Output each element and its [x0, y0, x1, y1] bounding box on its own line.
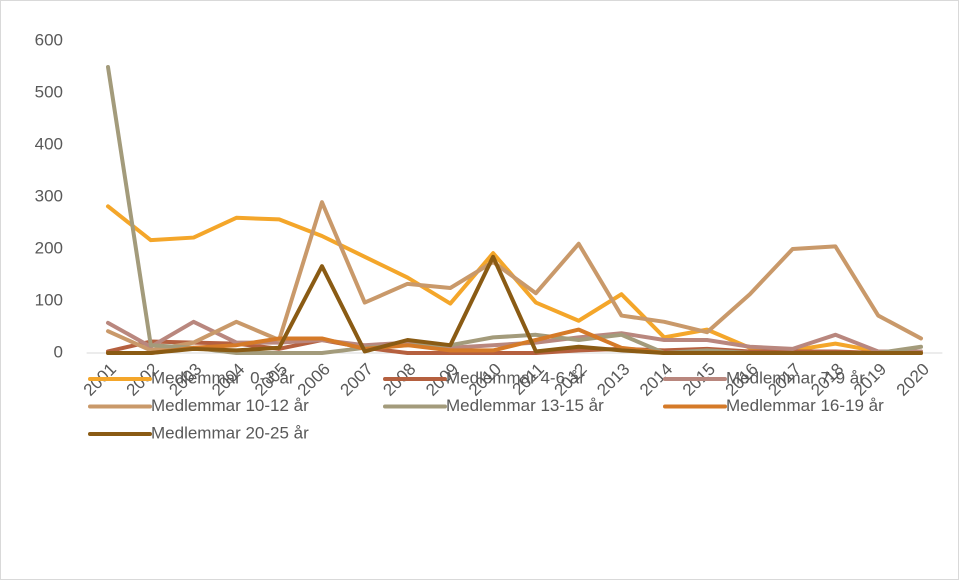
legend-label: Medlemmar 10-12 år	[151, 396, 309, 415]
legend-label: Medlemmar 16-19 år	[726, 396, 884, 415]
y-tick-label: 500	[35, 82, 63, 101]
y-tick-label: 200	[35, 238, 63, 257]
y-tick-label: 0	[54, 342, 63, 361]
legend-label: Medlemmar 20-25 år	[151, 423, 309, 442]
y-tick-label: 300	[35, 186, 63, 205]
legend-label: Medlemmar 0-3 år	[151, 368, 295, 387]
series-line	[106, 200, 923, 353]
y-tick-label: 100	[35, 290, 63, 309]
legend-label: Medlemmar 7-9 år	[726, 368, 865, 387]
legend-label: Medlemmar 13-15 år	[446, 396, 604, 415]
legend-label: Medlemmar 4-6 år	[446, 368, 585, 387]
series-line	[106, 254, 923, 355]
y-tick-label: 600	[35, 30, 63, 49]
y-tick-label: 400	[35, 134, 63, 153]
